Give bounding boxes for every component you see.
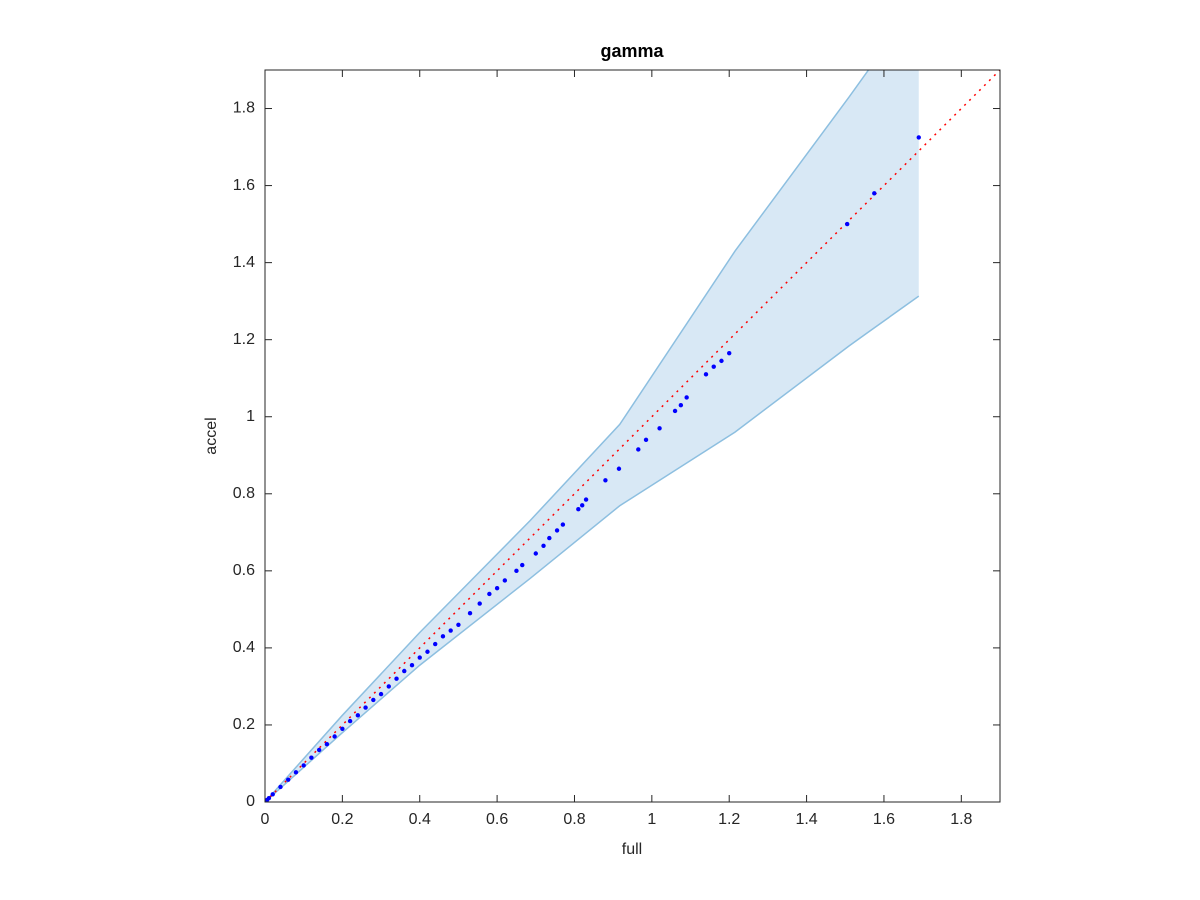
point: [477, 601, 482, 606]
point: [727, 350, 732, 356]
x-tick-label: 0: [261, 811, 270, 828]
point: [916, 135, 921, 140]
point: [502, 578, 508, 583]
point: [301, 763, 306, 768]
y-tick-label: 1.6: [233, 177, 255, 194]
point: [467, 611, 473, 616]
point: [554, 528, 560, 533]
point: [340, 726, 345, 731]
point: [514, 568, 519, 574]
point: [603, 478, 608, 483]
point: [678, 402, 684, 408]
point: [583, 497, 589, 502]
point: [394, 676, 399, 681]
point: [547, 535, 552, 541]
point: [533, 551, 538, 556]
x-tick-label: 0.2: [331, 811, 353, 828]
y-tick-label: 0.6: [233, 562, 255, 579]
point: [417, 655, 422, 660]
point: [270, 792, 275, 797]
reference-line: [265, 70, 1000, 802]
x-tick-label: 1.8: [950, 811, 972, 828]
point: [448, 628, 453, 633]
x-tick-label: 1: [647, 811, 656, 828]
point: [494, 585, 500, 591]
x-axis-label: full: [622, 841, 642, 858]
x-tick-label: 1.2: [718, 811, 740, 828]
point: [402, 668, 407, 674]
point: [643, 437, 649, 443]
point: [684, 395, 689, 400]
y-tick-label: 1.4: [233, 254, 255, 271]
point: [316, 747, 322, 753]
axes-box: [264, 69, 1001, 803]
x-tick-label: 1.4: [795, 811, 817, 828]
point: [324, 742, 330, 747]
y-tick-label: 0.4: [233, 639, 255, 656]
y-tick-label: 0.8: [233, 485, 255, 502]
point: [293, 770, 299, 775]
point: [541, 543, 546, 548]
point: [844, 221, 850, 227]
point: [363, 705, 368, 710]
point: [703, 372, 709, 377]
point: [719, 358, 724, 364]
point: [433, 641, 438, 647]
point: [560, 522, 566, 527]
x-tick-label: 1.6: [873, 811, 895, 828]
point: [409, 663, 415, 668]
point: [347, 718, 353, 724]
y-tick-label: 0.2: [233, 716, 255, 733]
point: [355, 713, 361, 718]
point: [386, 684, 391, 689]
point: [456, 622, 461, 627]
point: [265, 797, 270, 802]
y-axis-label: accel: [203, 417, 220, 454]
x-tick-label: 0.6: [486, 811, 508, 828]
point: [440, 634, 446, 639]
point: [520, 562, 525, 568]
point: [580, 503, 585, 508]
x-tick-label: 0.4: [409, 811, 431, 828]
y-tick-label: 1: [246, 408, 255, 425]
x-tick-label: 0.8: [563, 811, 585, 828]
band-lower: [265, 295, 920, 802]
point: [636, 447, 641, 452]
point: [872, 191, 877, 196]
point: [576, 507, 581, 512]
point: [672, 408, 678, 414]
confidence-band: [265, 70, 919, 802]
point: [378, 691, 384, 697]
plot-area: [265, 70, 1000, 802]
y-tick-label: 1.8: [233, 100, 255, 117]
y-tick-label: 1.2: [233, 331, 255, 348]
chart-title: gamma: [600, 41, 664, 61]
point: [309, 755, 314, 760]
point: [616, 466, 622, 471]
point: [487, 591, 492, 597]
point: [332, 734, 337, 739]
y-tick-label: 0: [246, 793, 255, 810]
band-upper: [265, 70, 870, 802]
point: [711, 364, 716, 369]
point: [286, 777, 291, 782]
point: [425, 649, 430, 654]
point: [371, 697, 376, 703]
point: [657, 426, 662, 431]
point: [278, 784, 283, 790]
